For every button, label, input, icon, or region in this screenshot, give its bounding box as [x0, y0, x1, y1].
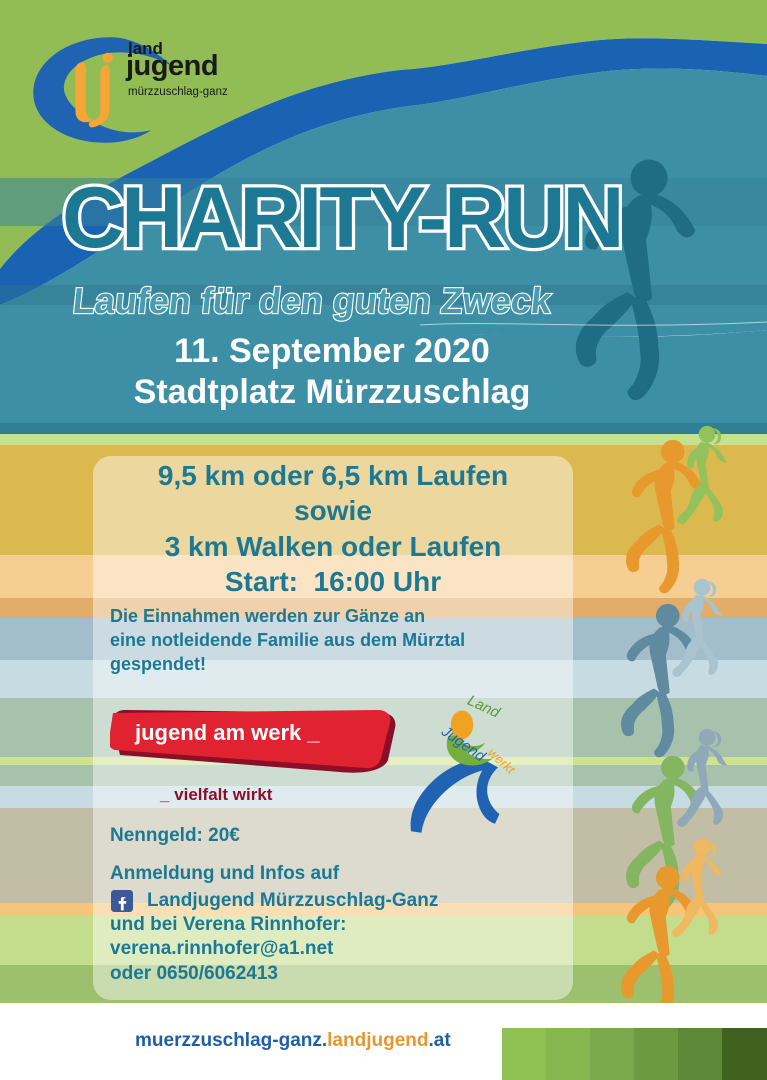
svg-text:jugend am werk _: jugend am werk _: [134, 720, 320, 745]
